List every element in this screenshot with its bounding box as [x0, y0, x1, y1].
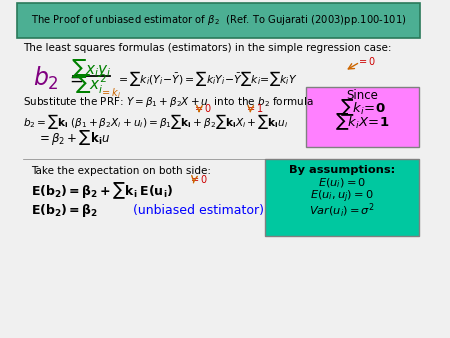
- Text: $\mathbf{E(b_2) = \beta_2 + \sum k_i\; E(u_i)}$: $\mathbf{E(b_2) = \beta_2 + \sum k_i\; E…: [31, 180, 173, 201]
- Text: Substitute the PRF: $Y = \beta_1 +\beta_2 X + u$  into the $b_2$ formula: Substitute the PRF: $Y = \beta_1 +\beta_…: [23, 95, 314, 109]
- FancyBboxPatch shape: [306, 87, 419, 147]
- Text: $= 0$: $= 0$: [357, 55, 376, 67]
- Text: The Proof of unbiased estimator of $\beta_2$  (Ref. To Gujarati (2003)pp.100-101: The Proof of unbiased estimator of $\bet…: [31, 14, 406, 27]
- Text: $=$: $=$: [66, 70, 83, 88]
- Text: $= k_i$: $= k_i$: [100, 86, 122, 100]
- Text: Take the expectation on both side:: Take the expectation on both side:: [31, 166, 211, 176]
- Text: $= \beta_2 + \sum \mathbf{k_i} u$: $= \beta_2 + \sum \mathbf{k_i} u$: [37, 128, 110, 147]
- Text: The least squares formulas (estimators) in the simple regression case:: The least squares formulas (estimators) …: [23, 43, 391, 53]
- Text: $= 0$: $= 0$: [189, 173, 208, 185]
- Text: $\sum k_i X\!=\!\mathbf{1}$: $\sum k_i X\!=\!\mathbf{1}$: [335, 112, 390, 132]
- Text: $b_2$: $b_2$: [33, 65, 59, 92]
- Text: $\sum \mathbf{\mathit{x_iy_i}}$: $\sum \mathbf{\mathit{x_iy_i}}$: [71, 57, 112, 80]
- Text: $\sum k_i\!=\!\mathbf{0}$: $\sum k_i\!=\!\mathbf{0}$: [340, 98, 385, 118]
- Text: $= 0$: $= 0$: [193, 102, 212, 114]
- Text: (unbiased estimator): (unbiased estimator): [133, 204, 264, 217]
- Text: $Var(u_i) = \sigma^2$: $Var(u_i) = \sigma^2$: [309, 202, 375, 220]
- FancyBboxPatch shape: [17, 3, 420, 38]
- Text: $= 1$: $= 1$: [245, 102, 264, 114]
- Text: By assumptions:: By assumptions:: [289, 165, 395, 175]
- Text: $E(u_i) = 0$: $E(u_i) = 0$: [318, 176, 366, 190]
- Text: Since: Since: [346, 89, 378, 102]
- FancyBboxPatch shape: [265, 159, 419, 236]
- Text: $= \sum k_i(Y_i\!-\!\bar{Y}) = \sum k_i Y_i\!-\! \bar{Y}\sum k_i\!=\! \sum k_i Y: $= \sum k_i(Y_i\!-\!\bar{Y}) = \sum k_i …: [116, 69, 297, 88]
- Text: $\sum \mathbf{\mathit{x_i^2}}$: $\sum \mathbf{\mathit{x_i^2}}$: [75, 73, 107, 96]
- Text: $E(u_i ,u_j) = 0$: $E(u_i ,u_j) = 0$: [310, 188, 374, 205]
- Text: $\mathbf{E(b_2) = \beta_2}$: $\mathbf{E(b_2) = \beta_2}$: [31, 202, 99, 219]
- Text: $b_2 = \sum \mathbf{k_i}\;(\beta_1 +\beta_2 X_i + u_i) = \beta_1\sum \mathbf{k_i: $b_2 = \sum \mathbf{k_i}\;(\beta_1 +\bet…: [23, 112, 288, 131]
